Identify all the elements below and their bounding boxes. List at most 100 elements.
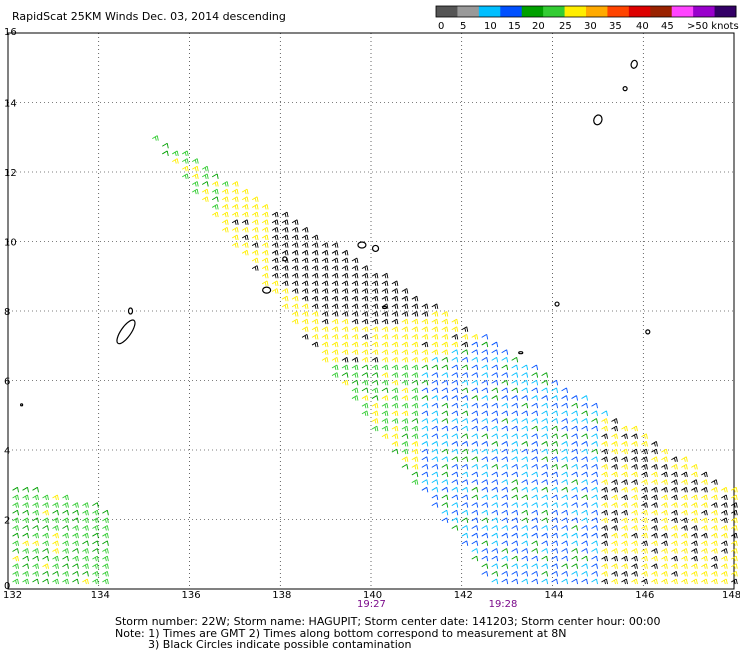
barb-shaft	[201, 188, 208, 193]
barb-flag	[624, 526, 626, 531]
barb-flag	[396, 426, 399, 432]
barb-flag	[586, 479, 588, 485]
wind-barb	[651, 494, 658, 501]
wind-barb	[92, 578, 99, 585]
wind-barb	[361, 272, 369, 279]
barb-shaft	[451, 525, 457, 529]
wind-barb	[381, 387, 389, 394]
barb-flag	[665, 540, 668, 546]
barb-flag	[344, 297, 347, 302]
wind-barb	[391, 433, 399, 439]
wind-barb	[291, 219, 299, 225]
barb-flag	[364, 297, 367, 302]
barb-flag	[446, 433, 449, 439]
barb-flag	[404, 388, 407, 394]
barb-shaft	[471, 471, 477, 476]
barb-shaft	[241, 219, 248, 224]
barb-flag	[486, 502, 489, 508]
wind-barb	[72, 571, 79, 577]
barb-shaft	[391, 418, 398, 422]
barb-flag	[426, 487, 429, 493]
wind-barb	[461, 441, 469, 447]
barb-flag	[604, 465, 606, 470]
barb-flag	[364, 350, 367, 355]
wind-barb	[691, 525, 698, 531]
barb-shaft	[491, 372, 497, 377]
barb-shaft	[641, 479, 647, 484]
barb-flag	[616, 426, 618, 432]
barb-shaft	[271, 288, 278, 292]
barb-flag	[616, 571, 618, 577]
barb-flag	[314, 312, 317, 317]
wind-barb	[501, 387, 509, 394]
barb-shaft	[511, 517, 517, 522]
barb-shaft	[351, 334, 358, 338]
barb-flag	[234, 190, 237, 195]
wind-barb	[521, 555, 529, 562]
barb-shaft	[541, 379, 547, 384]
barb-flag	[244, 228, 247, 233]
wind-barb	[441, 494, 449, 501]
barb-flag	[276, 212, 279, 218]
barb-flag	[366, 319, 369, 325]
wind-barb	[241, 196, 249, 202]
wind-barb	[42, 571, 49, 577]
barb-flag	[586, 540, 588, 546]
barb-shaft	[511, 456, 517, 461]
wind-barb	[321, 295, 329, 302]
barb-shaft	[451, 356, 457, 361]
barb-flag	[496, 364, 499, 371]
wind-barb	[231, 211, 239, 218]
barb-flag	[566, 494, 569, 501]
barb-flag	[324, 281, 327, 287]
barb-flag	[25, 572, 27, 577]
barb-flag	[426, 418, 429, 424]
wind-barb	[251, 257, 259, 264]
barb-flag	[526, 403, 529, 409]
barb-flag	[27, 556, 29, 562]
barb-flag	[616, 578, 618, 585]
wind-barb	[591, 418, 598, 424]
barb-shaft	[571, 563, 577, 568]
barb-flag	[665, 502, 668, 508]
barb-flag	[486, 487, 489, 493]
barb-shaft	[511, 509, 517, 514]
wind-barb	[391, 341, 399, 348]
barb-shaft	[371, 318, 378, 323]
barb-shaft	[721, 525, 727, 529]
barb-shaft	[531, 364, 537, 369]
barb-flag	[314, 320, 317, 325]
wind-barb	[421, 441, 429, 447]
barb-flag	[675, 456, 678, 462]
barb-flag	[224, 212, 227, 218]
wind-barb	[271, 242, 279, 248]
barb-flag	[396, 303, 399, 309]
wind-barb	[42, 532, 49, 539]
barb-flag	[596, 464, 598, 470]
barb-flag	[516, 464, 519, 470]
barb-flag	[15, 557, 17, 562]
barb-flag	[436, 426, 439, 432]
barb-flag	[723, 549, 726, 554]
wind-barb	[411, 395, 419, 401]
barb-flag	[645, 510, 648, 516]
wind-barb	[172, 158, 179, 164]
barb-shaft	[621, 471, 627, 476]
barb-shaft	[471, 555, 477, 560]
barb-shaft	[471, 418, 477, 422]
barb-shaft	[541, 402, 547, 407]
barb-shaft	[471, 486, 477, 491]
barb-flag	[526, 517, 529, 523]
wind-barb	[371, 379, 379, 386]
barb-shaft	[451, 433, 457, 438]
barb-shaft	[451, 486, 457, 491]
barb-flag	[596, 426, 598, 432]
wind-barb	[551, 471, 559, 478]
wind-barb	[651, 571, 658, 577]
wind-barb	[191, 165, 199, 172]
wind-barb	[331, 311, 339, 317]
barb-flag	[506, 471, 509, 478]
wind-barb	[721, 555, 728, 562]
barb-flag	[324, 327, 327, 332]
wind-barb	[491, 540, 499, 546]
